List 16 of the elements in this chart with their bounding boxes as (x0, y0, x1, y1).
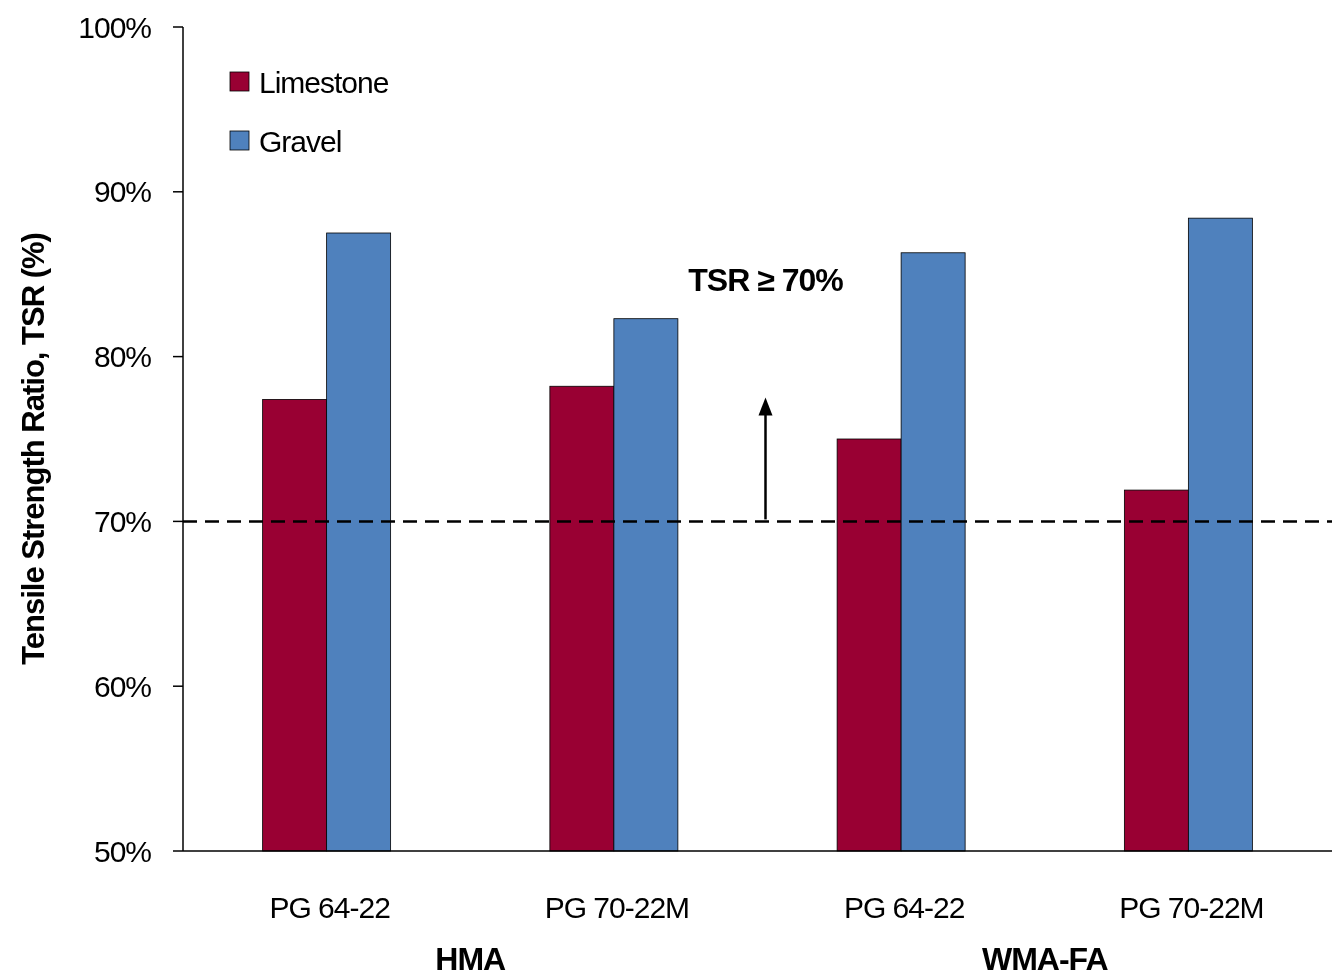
y-tick-label: 100% (78, 10, 152, 44)
text: HMA (435, 941, 507, 977)
y-tick-label: 60% (93, 669, 152, 703)
y-axis-title: Tensile Strength Ratio, TSR (%) (16, 233, 51, 665)
y-tick-label: 50% (93, 834, 152, 868)
annotation: TSR ≥ 70% (688, 262, 844, 299)
text: WMA-FA (981, 941, 1109, 977)
legend-label: Limestone (259, 65, 389, 99)
legend-label: Gravel (259, 124, 342, 158)
x-tick-label: PG 64-22 (269, 891, 391, 924)
y-tick-label: 70% (93, 504, 152, 538)
y-tick-label: 80% (93, 340, 152, 374)
x-tick-label: PG 64-22 (843, 891, 965, 924)
x-tick-label: PG 70-22M (1119, 891, 1264, 924)
x-tick-label: PG 70-22M (544, 891, 690, 924)
y-tick-label: 90% (93, 175, 152, 209)
